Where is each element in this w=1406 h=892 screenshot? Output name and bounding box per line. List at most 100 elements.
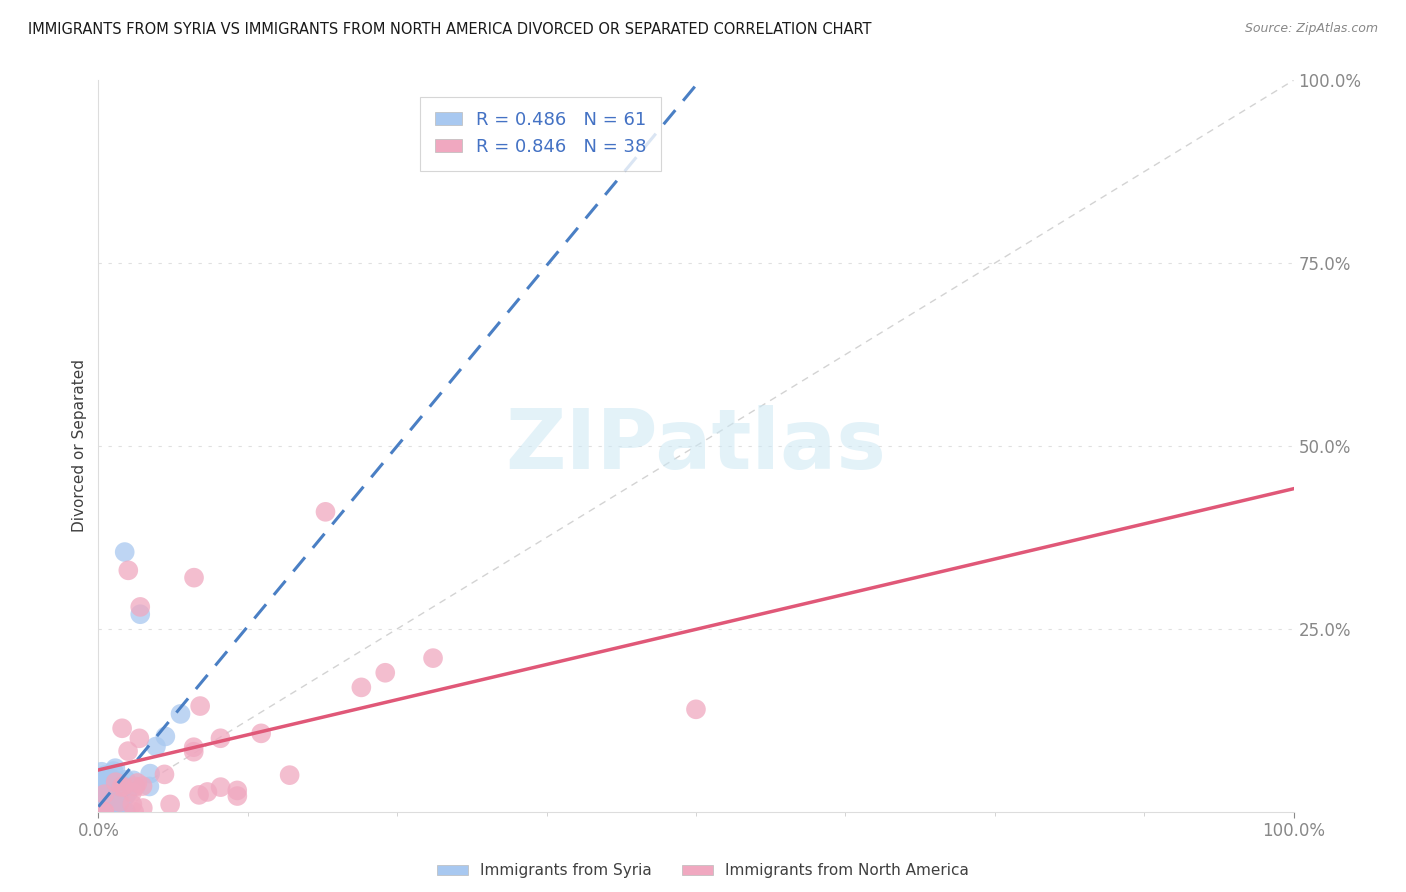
Point bbox=[93, 769, 115, 783]
Point bbox=[139, 766, 162, 780]
Point bbox=[100, 805, 122, 819]
Point bbox=[108, 795, 131, 809]
Point bbox=[93, 805, 115, 819]
Point bbox=[108, 776, 131, 790]
Legend: Immigrants from Syria, Immigrants from North America: Immigrants from Syria, Immigrants from N… bbox=[432, 857, 974, 884]
Point bbox=[103, 778, 125, 792]
Point bbox=[94, 779, 117, 793]
Point bbox=[278, 768, 301, 782]
Point bbox=[226, 789, 249, 803]
Point bbox=[169, 706, 191, 721]
Point bbox=[183, 740, 205, 755]
Point bbox=[97, 805, 120, 819]
Point bbox=[183, 571, 205, 585]
Point bbox=[98, 793, 121, 807]
Point bbox=[114, 545, 136, 559]
Point bbox=[94, 802, 117, 816]
Point bbox=[101, 780, 124, 795]
Text: Source: ZipAtlas.com: Source: ZipAtlas.com bbox=[1244, 22, 1378, 36]
Point bbox=[132, 801, 155, 815]
Point bbox=[374, 665, 396, 680]
Point bbox=[114, 790, 136, 805]
Point bbox=[124, 780, 146, 794]
Point bbox=[103, 795, 125, 809]
Point bbox=[685, 702, 707, 716]
Point bbox=[104, 761, 127, 775]
Point bbox=[93, 792, 115, 806]
Point bbox=[91, 803, 114, 817]
Text: ZIPatlas: ZIPatlas bbox=[506, 406, 886, 486]
Point bbox=[209, 780, 232, 794]
Point bbox=[188, 788, 211, 802]
Point bbox=[138, 780, 160, 794]
Point bbox=[117, 744, 139, 758]
Legend: R = 0.486   N = 61, R = 0.846   N = 38: R = 0.486 N = 61, R = 0.846 N = 38 bbox=[420, 96, 661, 170]
Point bbox=[188, 699, 211, 714]
Point bbox=[117, 787, 139, 801]
Point bbox=[127, 776, 149, 790]
Point bbox=[183, 745, 205, 759]
Point bbox=[117, 563, 139, 577]
Point bbox=[197, 785, 219, 799]
Point bbox=[159, 797, 181, 812]
Point bbox=[129, 599, 152, 614]
Point bbox=[93, 804, 115, 818]
Point bbox=[112, 805, 135, 819]
Point bbox=[100, 772, 122, 786]
Point bbox=[89, 805, 111, 819]
Point bbox=[93, 787, 115, 801]
Point bbox=[100, 805, 122, 819]
Point bbox=[226, 783, 249, 797]
Point bbox=[114, 772, 136, 787]
Point bbox=[153, 767, 176, 781]
Point bbox=[128, 731, 150, 746]
Point bbox=[97, 774, 120, 789]
Point bbox=[100, 779, 122, 793]
Point bbox=[250, 726, 273, 740]
Point bbox=[90, 764, 112, 779]
Point bbox=[100, 789, 122, 803]
Point bbox=[422, 651, 444, 665]
Point bbox=[209, 731, 232, 746]
Point bbox=[112, 780, 135, 794]
Point bbox=[89, 805, 111, 819]
Point bbox=[91, 804, 114, 818]
Point bbox=[103, 798, 125, 813]
Point bbox=[89, 792, 111, 806]
Point bbox=[97, 805, 120, 819]
Point bbox=[89, 805, 111, 819]
Point bbox=[97, 805, 120, 819]
Point bbox=[350, 681, 373, 695]
Point bbox=[94, 768, 117, 782]
Point bbox=[104, 791, 127, 805]
Point bbox=[121, 797, 143, 812]
Point bbox=[122, 805, 145, 819]
Point bbox=[98, 781, 121, 796]
Point bbox=[131, 779, 153, 793]
Point bbox=[93, 805, 115, 819]
Point bbox=[103, 783, 125, 797]
Point bbox=[89, 805, 111, 819]
Point bbox=[122, 773, 145, 788]
Y-axis label: Divorced or Separated: Divorced or Separated bbox=[72, 359, 87, 533]
Point bbox=[315, 505, 337, 519]
Point bbox=[115, 805, 138, 819]
Point bbox=[145, 739, 167, 754]
Point bbox=[104, 775, 127, 789]
Point bbox=[91, 775, 114, 789]
Point bbox=[89, 805, 111, 819]
Point bbox=[110, 780, 132, 794]
Point bbox=[93, 805, 115, 819]
Point bbox=[94, 805, 117, 819]
Point bbox=[155, 730, 177, 744]
Point bbox=[103, 804, 125, 818]
Point bbox=[111, 721, 134, 735]
Point bbox=[103, 796, 125, 810]
Point bbox=[89, 775, 111, 789]
Point bbox=[110, 782, 132, 797]
Text: IMMIGRANTS FROM SYRIA VS IMMIGRANTS FROM NORTH AMERICA DIVORCED OR SEPARATED COR: IMMIGRANTS FROM SYRIA VS IMMIGRANTS FROM… bbox=[28, 22, 872, 37]
Point bbox=[91, 805, 114, 819]
Point bbox=[90, 789, 112, 803]
Point bbox=[111, 803, 134, 817]
Point bbox=[103, 764, 125, 778]
